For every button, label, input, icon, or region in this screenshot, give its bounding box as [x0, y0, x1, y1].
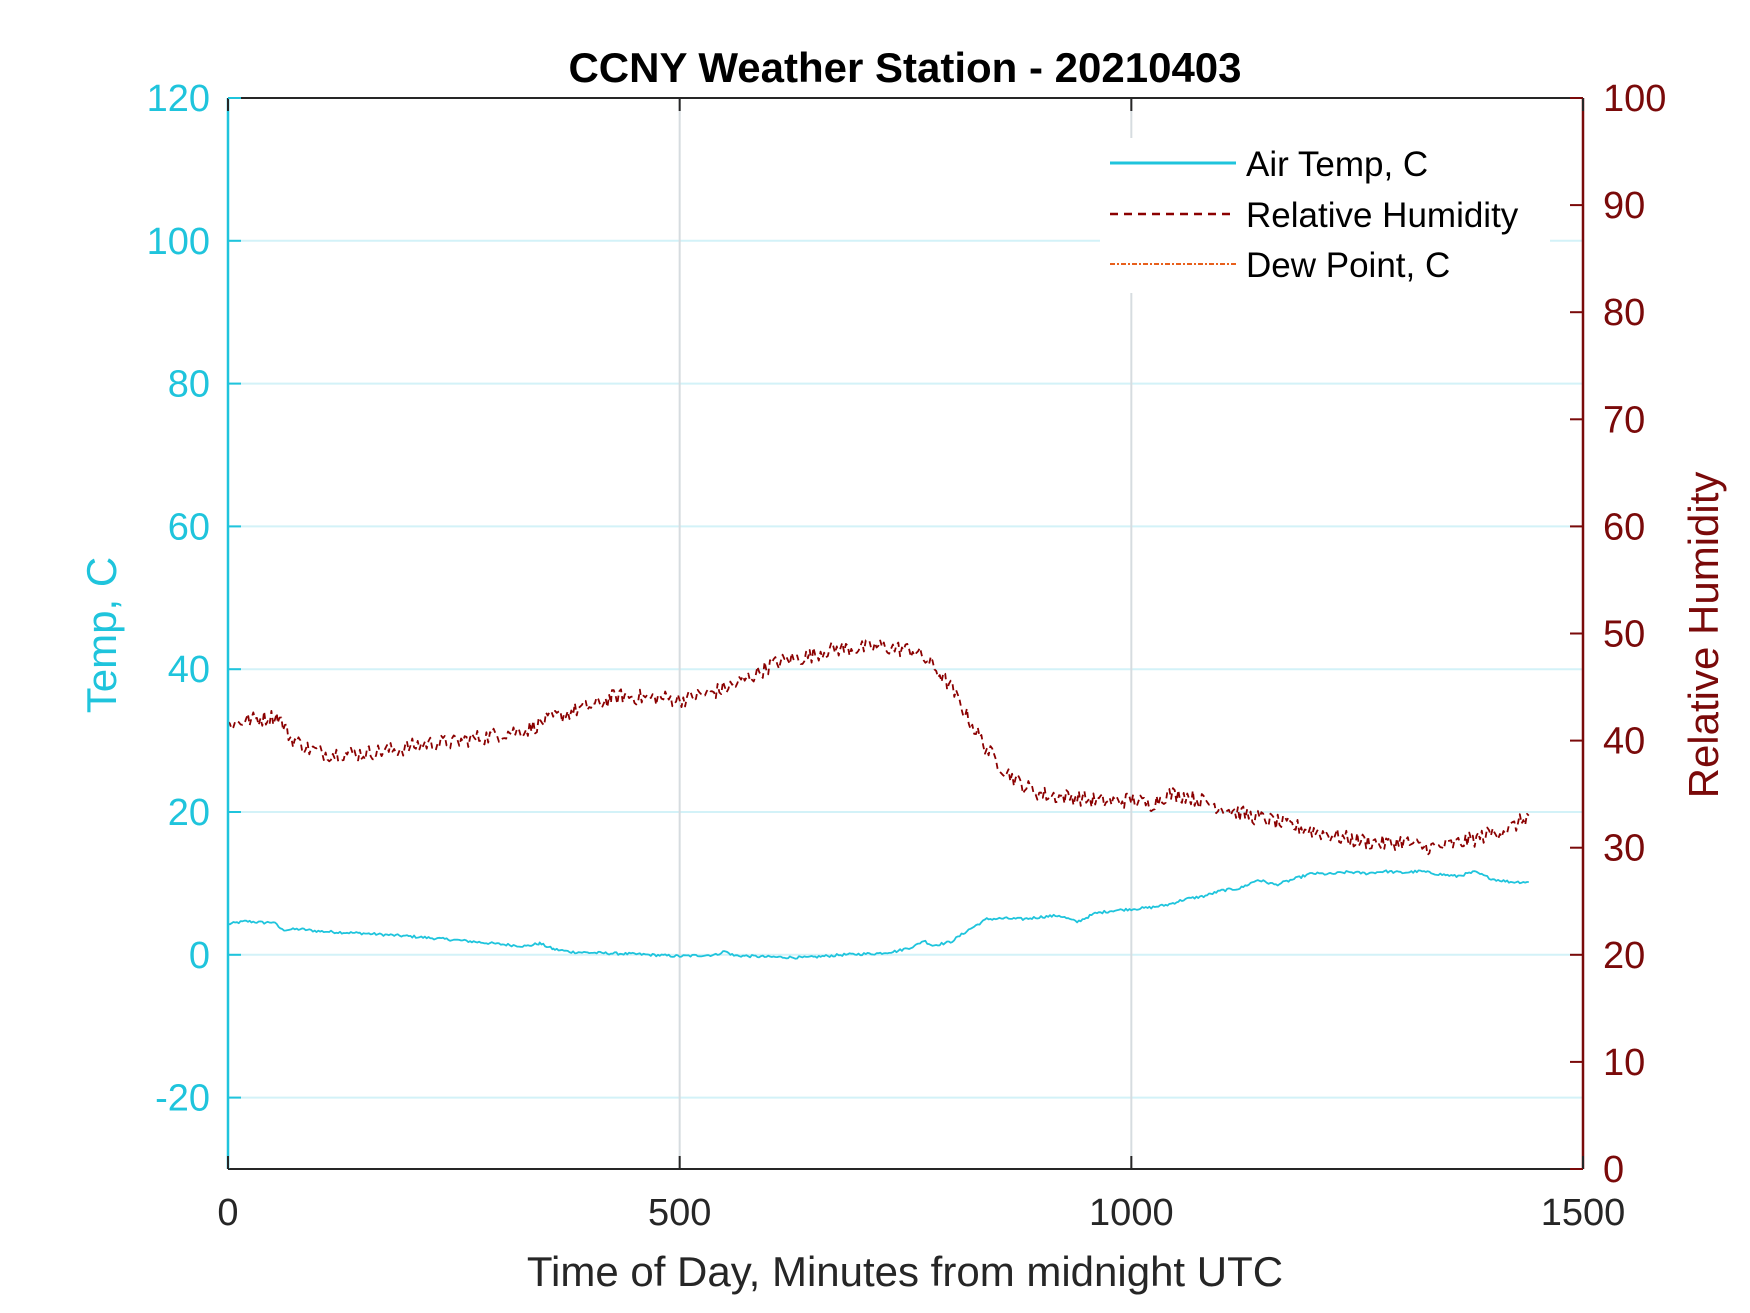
legend: Air Temp, C Relative Humidity Dew Point,… [1100, 138, 1550, 293]
y-left-tick-label: 0 [189, 935, 210, 977]
y-right-tick-label: 90 [1603, 185, 1645, 227]
y-left-tick-label: 60 [168, 506, 210, 548]
y-left-tick-label: 80 [168, 364, 210, 406]
y-right-axis-title: Relative Humidity [1680, 472, 1727, 799]
y-left-tick-label: 100 [147, 221, 210, 263]
y-left-tick-label: 20 [168, 792, 210, 834]
y-left-tick-label: 120 [147, 78, 210, 120]
y-right-tick-label: 10 [1603, 1042, 1645, 1084]
legend-label-relative-humidity: Relative Humidity [1246, 196, 1519, 235]
series-line-air-temp-c [227, 869, 1529, 960]
y-left-axis-title: Temp, C [78, 557, 125, 713]
y-right-tick-label: 0 [1603, 1149, 1624, 1191]
y-left-tick-label: -20 [155, 1078, 210, 1120]
chart-title: CCNY Weather Station - 20210403 [568, 44, 1241, 91]
y-right-tick-label: 80 [1603, 292, 1645, 334]
x-tick-label: 0 [217, 1192, 238, 1234]
series-layer [227, 639, 1530, 960]
y-right-tick-label: 60 [1603, 506, 1645, 548]
y-right-tick-label: 50 [1603, 614, 1645, 656]
y-right-tick-label: 20 [1603, 935, 1645, 977]
y-right-tick-label: 30 [1603, 828, 1645, 870]
y-left-tick-label: 40 [168, 649, 210, 691]
legend-label-dew-point: Dew Point, C [1246, 246, 1450, 285]
series-line-relative-humidity [227, 639, 1530, 856]
y-right-tick-label: 70 [1603, 399, 1645, 441]
legend-label-air-temp: Air Temp, C [1246, 145, 1428, 184]
x-tick-label: 1000 [1089, 1192, 1174, 1234]
x-axis-title: Time of Day, Minutes from midnight UTC [527, 1248, 1283, 1295]
x-tick-label: 500 [648, 1192, 711, 1234]
x-tick-label: 1500 [1541, 1192, 1626, 1234]
axes-layer: 0 500 1000 1500 -20 0 20 40 60 80 100 120 0 10 20 30 40 5… [147, 78, 1667, 1234]
y-right-tick-label: 40 [1603, 721, 1645, 763]
y-right-tick-label: 100 [1603, 78, 1666, 120]
